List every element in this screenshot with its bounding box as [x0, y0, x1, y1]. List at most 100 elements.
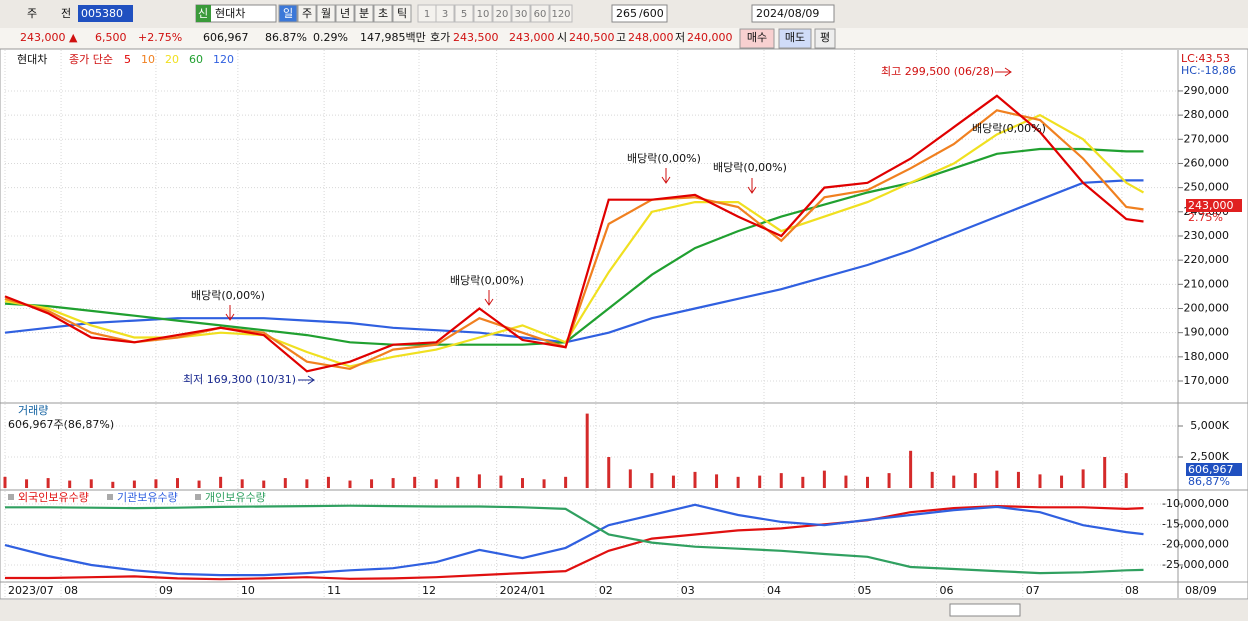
period-label[interactable]: 분: [359, 7, 369, 20]
interval-button[interactable]: [530, 4, 550, 23]
volume-bar: [952, 475, 956, 488]
interval-button[interactable]: [549, 4, 573, 23]
legend-swatch: [107, 494, 113, 500]
interval-label[interactable]: 120: [551, 9, 570, 20]
x-tick-label: 10: [241, 584, 255, 597]
period-label[interactable]: 년: [340, 7, 350, 20]
volume-bar: [607, 457, 611, 488]
series-line: [4, 94, 1144, 373]
period-button[interactable]: [278, 4, 298, 23]
period-label[interactable]: 일: [283, 6, 293, 20]
quote-button-label[interactable]: 매수: [747, 31, 767, 44]
last-price: 243,000: [1188, 199, 1234, 212]
quote-button[interactable]: [739, 28, 775, 49]
legend-swatch: [8, 494, 14, 500]
volume-bar: [844, 475, 848, 488]
volume-bar: [736, 476, 740, 488]
price-box: [1186, 199, 1242, 212]
y-tick-label: 260,000: [1184, 156, 1230, 169]
legend-item: 10: [141, 53, 155, 66]
series-line: [4, 503, 1144, 577]
market[interactable]: 주: [27, 7, 37, 20]
y-tick-label: 280,000: [1184, 108, 1230, 121]
y-tick-label: 220,000: [1184, 253, 1230, 266]
volume-bar: [413, 476, 417, 488]
y-tick-label: 170,000: [1184, 374, 1230, 387]
volume-bar: [456, 476, 460, 488]
volume-bar: [154, 479, 158, 488]
date-input[interactable]: [751, 4, 835, 23]
quote-item: 86.87%: [265, 31, 307, 44]
x-tick-label: 12: [422, 584, 436, 597]
code-input[interactable]: [78, 5, 133, 22]
count[interactable]: 265: [616, 7, 637, 20]
period-label[interactable]: 초: [378, 7, 388, 20]
interval-label[interactable]: 30: [515, 9, 528, 20]
y-tick-label: 250,000: [1184, 181, 1230, 194]
quote-item: 243,500: [453, 31, 499, 44]
interval-button[interactable]: [435, 4, 455, 23]
interval-label[interactable]: 20: [496, 9, 509, 20]
period-button[interactable]: [316, 4, 336, 23]
period-label[interactable]: 주: [302, 7, 312, 20]
series-line: [4, 147, 1144, 346]
volume-bar: [564, 476, 568, 488]
side-label: LC:43,53: [1181, 52, 1230, 65]
period-button[interactable]: [392, 4, 412, 23]
volume-bar: [693, 471, 697, 488]
volume-bar: [283, 478, 287, 488]
count-input[interactable]: [611, 4, 668, 23]
x-tick-label: 04: [767, 584, 781, 597]
last-change: 2.75%: [1188, 211, 1223, 224]
interval-label[interactable]: 5: [461, 9, 467, 20]
legend-item: 120: [213, 53, 234, 66]
period-label[interactable]: 월: [321, 7, 331, 20]
quote-button[interactable]: [778, 28, 812, 49]
volume-bar: [391, 478, 395, 488]
interval-button[interactable]: [454, 4, 474, 23]
period-button[interactable]: [335, 4, 355, 23]
series-line: [4, 113, 1145, 368]
x-tick-label: 08: [1125, 584, 1139, 597]
x-tick-label: 03: [681, 584, 695, 597]
quote-item: 248,000: [628, 31, 674, 44]
interval-button[interactable]: [473, 4, 493, 23]
interval-label[interactable]: 1: [424, 9, 430, 20]
scrollbar[interactable]: [0, 600, 1248, 621]
scroll-thumb[interactable]: [949, 603, 1021, 617]
interval-button[interactable]: [511, 4, 531, 23]
period-button[interactable]: [373, 4, 393, 23]
dividend-arrow: [661, 168, 671, 184]
quote-item: 147,985백만: [360, 31, 426, 44]
volume-bar: [348, 480, 352, 488]
annotation: 최고 299,500 (06/28): [881, 65, 994, 78]
y-tick-label: 230,000: [1184, 229, 1230, 242]
annotation: 배당락(0,00%): [972, 122, 1046, 135]
low-arrow: [298, 375, 315, 385]
volume-bar: [3, 476, 7, 488]
quote-button[interactable]: [814, 28, 836, 49]
interval-label[interactable]: 60: [534, 9, 547, 20]
date[interactable]: 2024/08/09: [756, 7, 819, 20]
annotation: 배당락(0,00%): [627, 152, 701, 165]
interval-label[interactable]: 10: [477, 9, 490, 20]
y-tick-label: -20,000,000: [1162, 538, 1229, 551]
interval-label[interactable]: 3: [442, 9, 448, 20]
quote-button-label[interactable]: 평: [820, 31, 830, 44]
volume-bar: [628, 469, 632, 488]
volume-bar: [542, 479, 546, 488]
interval-button[interactable]: [492, 4, 512, 23]
period-button[interactable]: [297, 4, 317, 23]
prev[interactable]: 전: [61, 7, 71, 20]
volume-bar: [46, 478, 50, 488]
x-tick-label: 05: [858, 584, 872, 597]
quote-button-label[interactable]: 매도: [785, 31, 805, 44]
period-button[interactable]: [354, 4, 374, 23]
dividend-arrow: [747, 178, 757, 194]
volume-bar: [973, 473, 977, 488]
code[interactable]: 005380: [81, 7, 123, 20]
stock-name[interactable]: 현대차: [215, 7, 245, 20]
quote-item: 시: [557, 31, 567, 44]
volume-bar: [370, 479, 374, 488]
period-label[interactable]: 틱: [397, 7, 407, 20]
